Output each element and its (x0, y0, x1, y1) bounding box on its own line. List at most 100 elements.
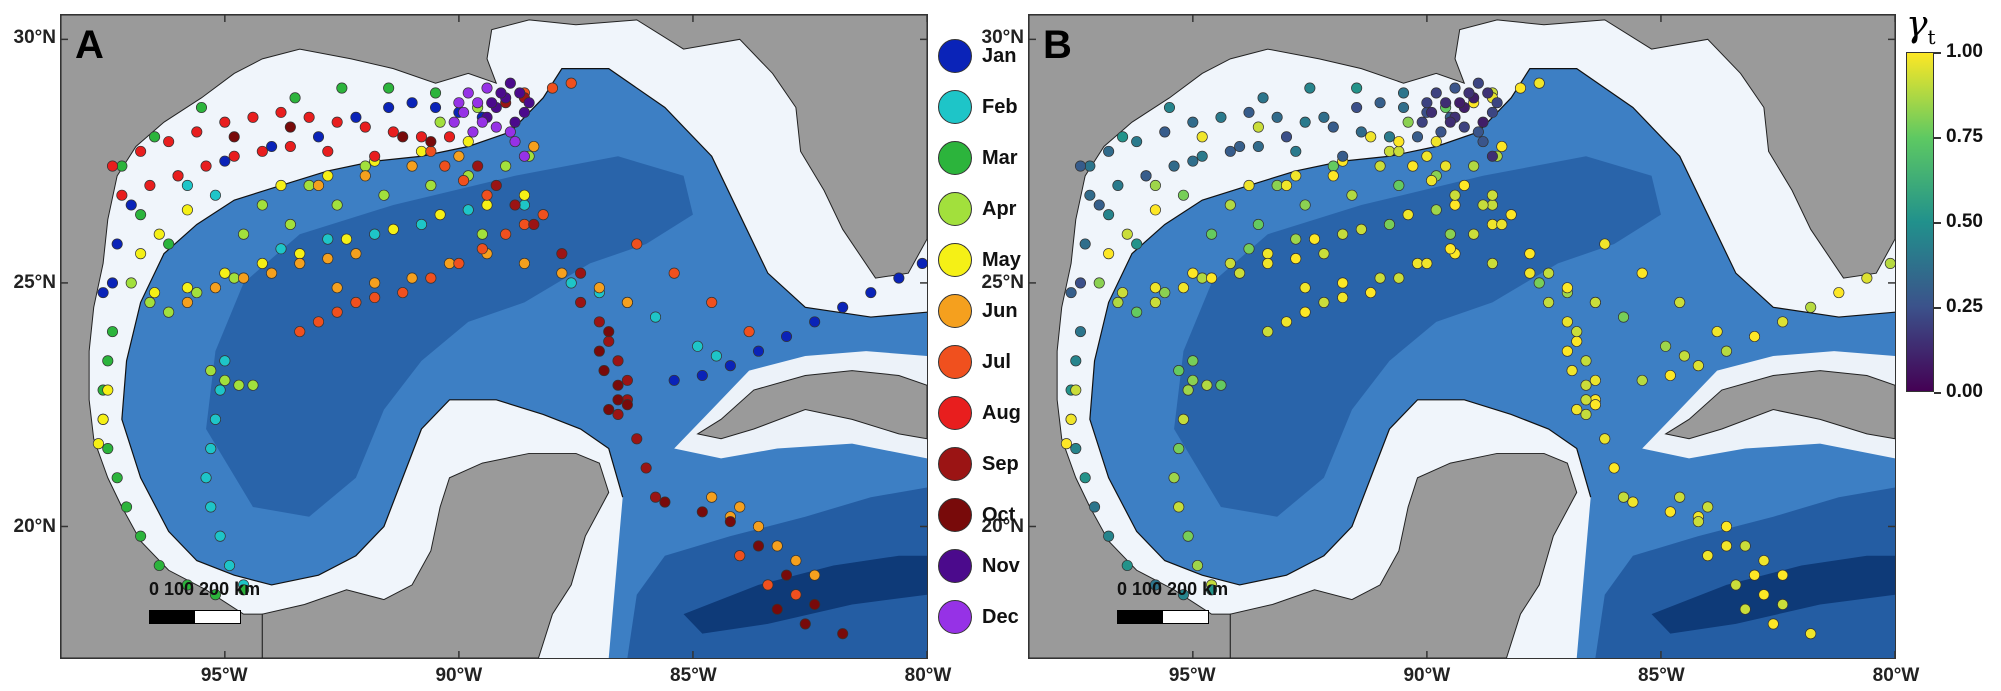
observation-point (1561, 282, 1573, 294)
observation-point (247, 379, 259, 391)
depth-contour (1089, 68, 1895, 586)
observation-point (1299, 282, 1311, 294)
panel-label: A (75, 23, 104, 67)
observation-point (1173, 443, 1185, 455)
colorbar-tick-label: 0.00 (1946, 381, 1983, 402)
observation-point (1131, 136, 1143, 148)
observation-point (1505, 209, 1517, 221)
observation-point (92, 438, 104, 450)
observation-point (1365, 131, 1377, 143)
x-tick-label: 90°W (1403, 665, 1451, 686)
observation-point (710, 350, 722, 362)
abyssal-plain (206, 156, 693, 517)
observation-point (1262, 326, 1274, 338)
observation-point (504, 126, 516, 138)
legend-label: Jun (982, 299, 1018, 322)
observation-point (458, 106, 470, 118)
observation-point (1103, 530, 1115, 542)
observation-point (631, 433, 643, 445)
observation-point (102, 355, 114, 367)
observation-point (1196, 150, 1208, 162)
observation-point (1206, 228, 1218, 240)
legend-label: May (982, 248, 1021, 271)
observation-point (1393, 136, 1405, 148)
observation-point (1149, 179, 1161, 192)
observation-point (397, 287, 409, 299)
observation-point (284, 218, 296, 230)
observation-point (1383, 131, 1396, 143)
legend-item-jun: Jun (938, 291, 1018, 331)
observation-point (809, 598, 821, 610)
observation-point (1196, 131, 1208, 143)
observation-point (528, 140, 540, 153)
observation-point (696, 506, 708, 518)
observation-point (1355, 126, 1367, 138)
x-tick-label: 85°W (670, 665, 717, 686)
observation-point (406, 97, 418, 109)
observation-point (1224, 145, 1236, 157)
observation-point (1177, 189, 1189, 201)
observation-point (1486, 257, 1498, 269)
observation-point (1561, 345, 1573, 357)
map-b-canvas (1029, 15, 1895, 658)
observation-point (546, 82, 559, 94)
observation-point (350, 248, 362, 260)
observation-point (1177, 282, 1189, 294)
observation-point (1758, 589, 1770, 601)
observation-point (125, 199, 137, 211)
observation-point (1187, 267, 1199, 279)
observation-point (1196, 272, 1208, 284)
observation-point (153, 228, 165, 240)
observation-point (1374, 97, 1386, 109)
observation-point (209, 282, 221, 294)
observation-point (1299, 306, 1311, 318)
scale-bar-labels: 0 100 200 km (1117, 579, 1229, 599)
observation-point (1486, 106, 1498, 118)
legend-item-dec: Dec (938, 597, 1019, 637)
observation-point (443, 257, 456, 269)
observation-point (434, 209, 446, 221)
observation-point (303, 179, 315, 192)
observation-point (518, 189, 530, 201)
observation-point (640, 462, 652, 474)
observation-point (1472, 126, 1484, 138)
observation-point (425, 179, 437, 192)
observation-point (1748, 569, 1761, 581)
observation-point (275, 106, 287, 118)
cuba-land (1664, 370, 1895, 440)
observation-point (1173, 501, 1185, 513)
observation-point (612, 394, 624, 406)
colorbar-title: γt (1906, 4, 1936, 49)
legend-label: Mar (982, 146, 1018, 169)
observation-point (603, 404, 615, 416)
observation-point (303, 111, 315, 123)
scale-bar-graphic (149, 610, 241, 624)
observation-point (837, 301, 849, 313)
colorbar-tick-label: 0.75 (1946, 126, 1983, 147)
observation-point (1402, 116, 1414, 128)
observation-point (439, 160, 451, 172)
observation-point (593, 316, 605, 328)
observation-point (1636, 374, 1648, 386)
observation-point (181, 579, 193, 591)
observation-point (284, 140, 296, 153)
observation-point (780, 330, 793, 343)
observation-point (1767, 618, 1779, 630)
observation-point (209, 189, 221, 201)
observation-point (509, 199, 521, 211)
observation-point (144, 179, 156, 192)
observation-point (598, 365, 610, 377)
observation-point (209, 413, 221, 425)
observation-point (1580, 394, 1592, 406)
observation-point (752, 345, 765, 357)
observation-point (102, 384, 114, 396)
observation-point (1720, 540, 1733, 552)
observation-point (1561, 316, 1573, 328)
observation-point (429, 87, 442, 99)
observation-point (575, 267, 587, 279)
observation-point (97, 413, 109, 425)
observation-point (106, 277, 119, 289)
observation-point (1884, 257, 1895, 269)
observation-point (195, 101, 208, 114)
observation-point (369, 277, 381, 289)
